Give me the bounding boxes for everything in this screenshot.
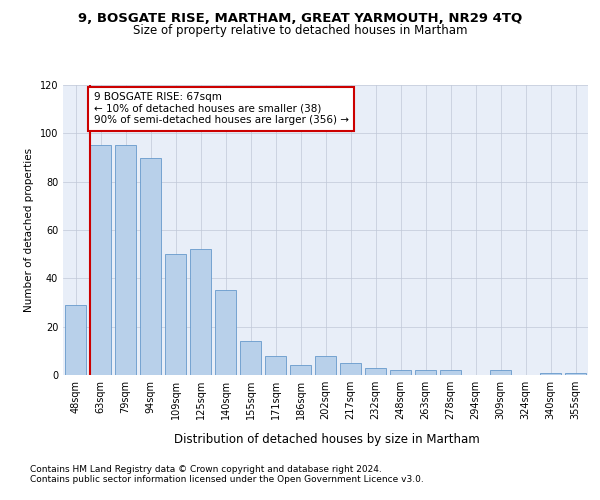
- Bar: [165, 254, 186, 375]
- Bar: [140, 158, 161, 375]
- Bar: [390, 370, 411, 375]
- Bar: [265, 356, 286, 375]
- Bar: [115, 146, 136, 375]
- Text: 9 BOSGATE RISE: 67sqm
← 10% of detached houses are smaller (38)
90% of semi-deta: 9 BOSGATE RISE: 67sqm ← 10% of detached …: [94, 92, 349, 126]
- Bar: [215, 290, 236, 375]
- Text: Size of property relative to detached houses in Martham: Size of property relative to detached ho…: [133, 24, 467, 37]
- Bar: [415, 370, 436, 375]
- Bar: [565, 372, 586, 375]
- Bar: [190, 250, 211, 375]
- Bar: [315, 356, 336, 375]
- Text: Contains public sector information licensed under the Open Government Licence v3: Contains public sector information licen…: [30, 475, 424, 484]
- Text: Contains HM Land Registry data © Crown copyright and database right 2024.: Contains HM Land Registry data © Crown c…: [30, 465, 382, 474]
- Bar: [340, 363, 361, 375]
- Text: Distribution of detached houses by size in Martham: Distribution of detached houses by size …: [174, 432, 480, 446]
- Bar: [440, 370, 461, 375]
- Y-axis label: Number of detached properties: Number of detached properties: [24, 148, 34, 312]
- Bar: [65, 305, 86, 375]
- Bar: [490, 370, 511, 375]
- Bar: [540, 372, 561, 375]
- Bar: [240, 341, 261, 375]
- Bar: [90, 146, 111, 375]
- Bar: [365, 368, 386, 375]
- Text: 9, BOSGATE RISE, MARTHAM, GREAT YARMOUTH, NR29 4TQ: 9, BOSGATE RISE, MARTHAM, GREAT YARMOUTH…: [78, 12, 522, 26]
- Bar: [290, 366, 311, 375]
